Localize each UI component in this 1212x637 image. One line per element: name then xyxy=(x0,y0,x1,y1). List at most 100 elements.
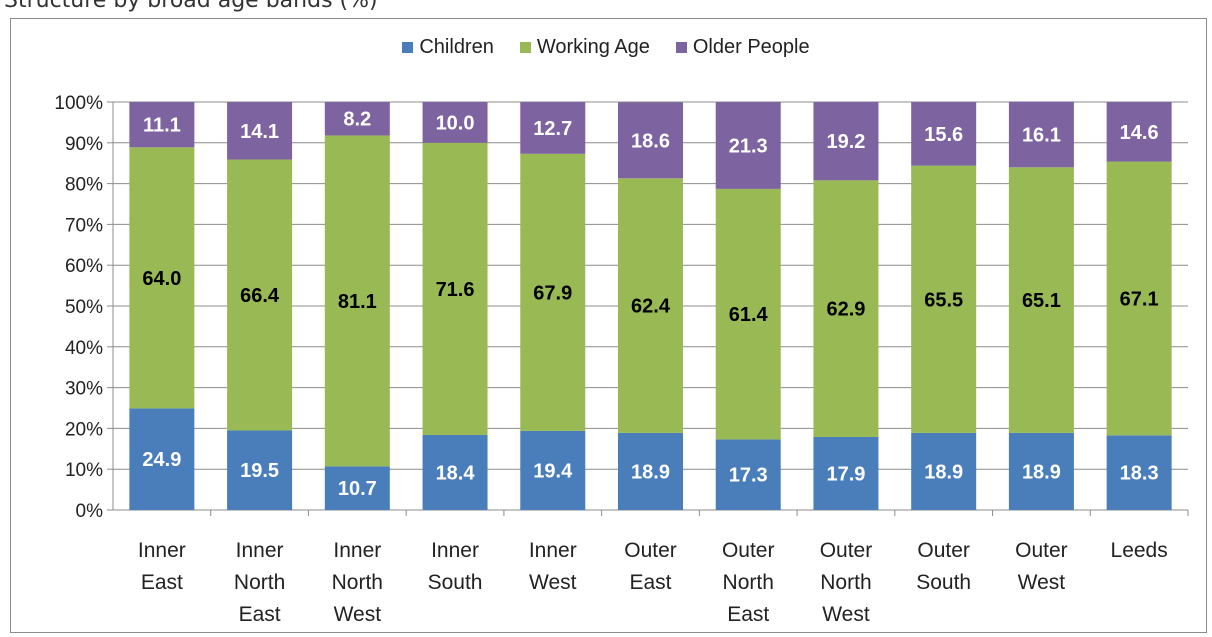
x-tick-label: West xyxy=(529,571,577,594)
x-tick-label: West xyxy=(822,603,870,626)
bar-segment-older-people xyxy=(324,102,390,136)
y-tick-label: 10% xyxy=(65,460,103,481)
legend-swatch-older-people xyxy=(675,42,687,53)
y-tick-label: 40% xyxy=(65,338,103,359)
x-tick-label: Inner xyxy=(138,539,186,562)
data-label-children: 18.9 xyxy=(924,461,963,483)
data-label-children: 19.4 xyxy=(533,460,573,482)
data-label-working-age: 61.4 xyxy=(729,304,769,326)
bar-segment-children xyxy=(1106,435,1172,510)
page-title: Structure by broad age bands (%) xyxy=(4,0,378,13)
bar-segment-working-age xyxy=(618,178,683,433)
legend-item-working-age: Working Age xyxy=(519,36,650,59)
legend-swatch-children xyxy=(402,42,414,53)
data-label-working-age: 65.1 xyxy=(1022,290,1061,312)
data-label-older-people: 14.6 xyxy=(1120,122,1159,144)
bar-segment-older-people xyxy=(129,102,195,148)
y-tick-label: 100% xyxy=(54,93,103,114)
bar-segment-children xyxy=(618,432,683,510)
bar-segment-older-people xyxy=(813,102,879,181)
bar-segment-children xyxy=(520,430,586,510)
bar-segment-children xyxy=(813,436,879,510)
bar-segment-older-people xyxy=(227,102,293,160)
bar-segment-older-people xyxy=(1106,102,1172,162)
x-tick-label: North xyxy=(820,571,871,594)
bar-segment-working-age xyxy=(715,188,781,440)
data-label-working-age: 65.5 xyxy=(924,289,963,311)
data-label-working-age: 62.4 xyxy=(631,296,671,318)
bar-segment-working-age xyxy=(813,180,879,437)
x-tick-label: East xyxy=(629,571,671,594)
bar-segment-children xyxy=(911,432,977,510)
data-label-children: 24.9 xyxy=(142,449,181,471)
legend-label-children: Children xyxy=(419,36,494,58)
data-label-working-age: 67.1 xyxy=(1120,288,1159,310)
x-tick-label: Leeds xyxy=(1111,539,1168,562)
data-label-working-age: 67.9 xyxy=(533,282,572,304)
y-tick-label: 60% xyxy=(65,256,103,277)
bar-segment-children xyxy=(715,439,781,510)
legend-item-children: Children xyxy=(402,36,494,59)
data-label-older-people: 19.2 xyxy=(826,131,865,153)
bar-segment-working-age xyxy=(129,147,195,409)
y-tick-label: 80% xyxy=(65,175,103,196)
data-label-older-people: 21.3 xyxy=(729,135,768,157)
x-tick-label: Outer xyxy=(1015,539,1068,562)
bar-segment-working-age xyxy=(911,165,977,433)
x-tick-label: North xyxy=(332,571,383,594)
data-label-older-people: 8.2 xyxy=(343,109,371,131)
legend-label-older-people: Older People xyxy=(692,36,810,58)
bar-segment-working-age xyxy=(227,159,293,431)
x-tick-label: Inner xyxy=(431,539,479,562)
x-tick-label: East xyxy=(727,603,769,626)
data-label-children: 17.9 xyxy=(826,463,865,485)
data-label-children: 17.3 xyxy=(729,465,768,487)
bar-segment-older-people xyxy=(422,102,488,143)
data-label-children: 18.3 xyxy=(1120,463,1159,485)
legend-item-older-people: Older People xyxy=(675,36,810,59)
data-label-children: 18.9 xyxy=(1022,461,1061,483)
x-tick-label: Inner xyxy=(529,539,577,562)
bar-segment-older-people xyxy=(911,102,977,166)
data-label-older-people: 15.6 xyxy=(924,124,963,146)
x-tick-label: North xyxy=(723,571,774,594)
x-tick-label: West xyxy=(334,603,382,626)
bar-segment-children xyxy=(422,434,488,510)
data-label-children: 10.7 xyxy=(338,478,377,500)
data-label-older-people: 10.0 xyxy=(436,112,475,134)
y-tick-label: 30% xyxy=(65,379,103,400)
legend-swatch-working-age xyxy=(519,42,531,53)
y-tick-label: 90% xyxy=(65,134,103,155)
data-label-older-people: 12.7 xyxy=(533,118,572,140)
data-label-older-people: 11.1 xyxy=(143,115,181,137)
x-tick-label: South xyxy=(916,571,971,594)
bar-segment-children xyxy=(324,466,390,510)
data-label-working-age: 66.4 xyxy=(240,285,280,307)
bar-segment-older-people xyxy=(1008,101,1074,168)
bar-segment-working-age xyxy=(520,153,586,431)
x-tick-label: West xyxy=(1018,571,1066,594)
data-label-children: 19.5 xyxy=(240,460,279,482)
chart-frame xyxy=(10,18,1207,633)
bar-segment-older-people xyxy=(618,102,683,179)
data-label-children: 18.4 xyxy=(436,462,476,484)
y-tick-label: 20% xyxy=(65,419,103,440)
x-tick-label: North xyxy=(234,571,285,594)
data-label-working-age: 71.6 xyxy=(436,279,475,301)
x-tick-label: Outer xyxy=(722,539,775,562)
data-label-older-people: 16.1 xyxy=(1022,124,1061,146)
y-tick-label: 0% xyxy=(76,501,104,522)
x-tick-label: Outer xyxy=(917,539,970,562)
y-tick-label: 50% xyxy=(65,297,103,318)
bar-segment-children xyxy=(227,430,293,510)
x-tick-label: South xyxy=(428,571,483,594)
bar-segment-working-age xyxy=(1106,161,1172,436)
data-label-children: 18.9 xyxy=(631,461,670,483)
x-tick-label: Outer xyxy=(624,539,677,562)
bar-segment-children xyxy=(129,408,195,510)
x-tick-label: Inner xyxy=(333,539,381,562)
x-tick-label: Inner xyxy=(236,539,284,562)
data-label-working-age: 81.1 xyxy=(338,291,377,313)
x-tick-label: East xyxy=(141,571,183,594)
